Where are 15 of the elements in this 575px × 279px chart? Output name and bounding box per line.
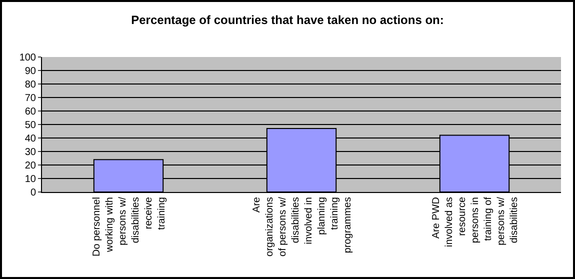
y-tick-label: 30 xyxy=(24,147,36,158)
y-tick-label: 40 xyxy=(24,134,36,144)
y-tick-label: 10 xyxy=(24,174,36,185)
y-tick-label: 90 xyxy=(24,66,36,77)
y-tick-label: 50 xyxy=(24,120,36,131)
y-tick-label: 100 xyxy=(19,52,36,64)
x-tick-label: Do personnel working with persons w/ disabilities receive training xyxy=(91,196,168,256)
x-tick-label: Are organizations of persons w/ disabilities involved in planning training programmes xyxy=(251,196,354,256)
y-tick-label: 70 xyxy=(24,93,36,104)
y-tick-label: 20 xyxy=(24,160,36,172)
chart-title: Percentage of countries that have taken no actions on: xyxy=(131,13,444,28)
y-tick-label: 80 xyxy=(24,80,36,90)
y-tick-label: 0 xyxy=(30,188,36,198)
y-tick-label: 60 xyxy=(24,106,36,118)
x-tick-label: Are PWD involved as resource persons in training of persons w/ disabilities xyxy=(430,196,520,248)
